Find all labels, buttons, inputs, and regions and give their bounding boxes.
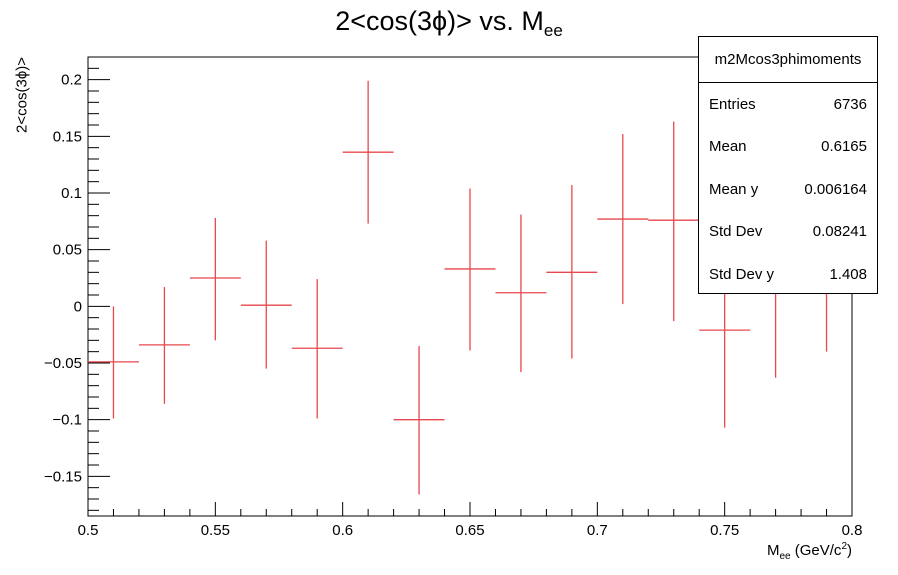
chart-title: 2<cos(3ϕ)> vs. Mee <box>0 4 898 48</box>
x-tick-label: 0.65 <box>455 522 484 539</box>
x-axis-label-subscript: ee <box>779 551 791 562</box>
stats-value: 6736 <box>833 95 867 113</box>
x-axis-label-close: ) <box>847 542 852 559</box>
stats-value: 0.08241 <box>812 223 867 241</box>
stats-value: 1.408 <box>829 265 867 283</box>
chart-title-text: 2<cos(3ϕ)> vs. M <box>335 6 544 36</box>
x-tick-label: 0.5 <box>78 522 99 539</box>
y-tick-label: −0.1 <box>52 412 82 429</box>
x-tick-label: 0.55 <box>201 522 230 539</box>
y-tick-label: −0.15 <box>44 468 82 485</box>
x-axis-label-main: M <box>766 542 780 559</box>
stats-label: Entries <box>709 95 756 113</box>
stats-label: Mean y <box>709 180 759 198</box>
y-tick-label: 0.2 <box>61 72 82 89</box>
stats-label: Std Dev <box>709 223 763 241</box>
stats-label: Mean <box>709 138 747 156</box>
stats-row-mean: Mean 0.6165 <box>699 126 877 169</box>
stats-row-entries: Entries 6736 <box>699 83 877 126</box>
y-tick-label: 0 <box>74 298 82 315</box>
x-axis-label-superscript: 2 <box>841 541 847 552</box>
x-tick-label: 0.6 <box>332 522 353 539</box>
stats-value: 0.6165 <box>821 138 867 156</box>
stats-box-title: m2Mcos3phimoments <box>699 37 877 83</box>
chart-title-subscript: ee <box>543 21 563 40</box>
y-tick-label: 0.1 <box>61 185 82 202</box>
stats-row-std-dev-y: Std Dev y 1.408 <box>699 253 877 296</box>
x-axis-label-units: (GeV/c <box>790 542 842 559</box>
y-tick-label: 0.05 <box>53 242 82 259</box>
x-tick-label: 0.7 <box>587 522 608 539</box>
x-tick-label: 0.75 <box>710 522 739 539</box>
y-tick-label: −0.05 <box>44 355 82 372</box>
stats-box: m2Mcos3phimoments Entries 6736 Mean 0.61… <box>698 36 878 294</box>
x-axis-label: Mee (GeV/c2) <box>767 541 852 562</box>
stats-row-mean-y: Mean y 0.006164 <box>699 168 877 211</box>
stats-label: Std Dev y <box>709 265 775 283</box>
stats-value: 0.006164 <box>804 180 867 198</box>
x-tick-label: 0.8 <box>842 522 863 539</box>
stats-row-std-dev: Std Dev 0.08241 <box>699 211 877 254</box>
y-tick-label: 0.15 <box>53 128 82 145</box>
